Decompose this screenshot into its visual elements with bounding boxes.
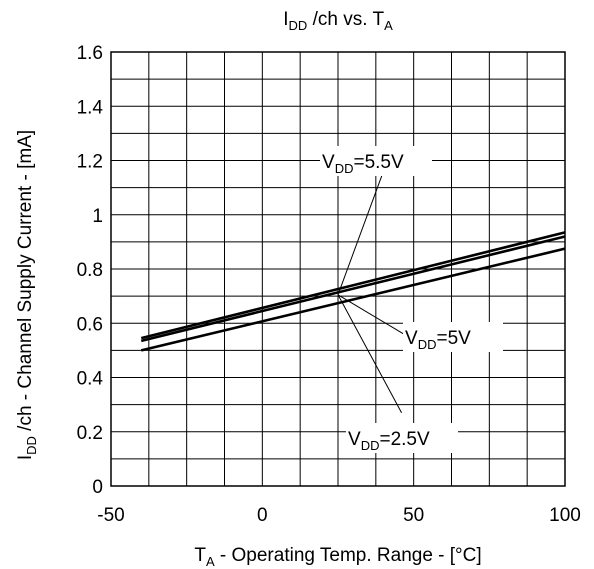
chart-title-rest: /ch vs. T <box>307 9 384 30</box>
annotation-label-main: V <box>348 429 361 450</box>
annotation-label: VDD=5V <box>405 328 471 352</box>
x-axis-label-sub: A <box>206 554 215 569</box>
x-axis-label-rest: - Operating Temp. Range - [°C] <box>215 545 482 566</box>
x-tick-labels: -50 0 50 100 <box>97 505 581 526</box>
chart-title-main: I <box>283 9 288 30</box>
y-tick-label: 0.6 <box>77 314 103 335</box>
annotation-label: VDD=2.5V <box>348 429 430 453</box>
y-tick-label: 0.4 <box>77 369 104 390</box>
annotation-label-main: V <box>322 152 335 173</box>
y-axis-label: IDD /ch - Channel Supply Current - [mA] <box>15 130 39 460</box>
series-line-2 <box>140 247 566 352</box>
y-tick-label: 0.8 <box>77 260 103 281</box>
plot-frame <box>110 51 566 487</box>
annotation-vdd-2v5: VDD=2.5V <box>346 423 458 453</box>
annotation-label-rest: =5V <box>436 328 471 349</box>
annotation-label-rest: =2.5V <box>379 429 430 450</box>
grid <box>110 51 566 487</box>
annotation-label-main: V <box>405 328 418 349</box>
series-line-0 <box>140 231 566 340</box>
y-tick-label: 1 <box>92 206 103 227</box>
annotation-vdd-5v5: VDD=5.5V <box>320 146 432 176</box>
annotation-bg <box>320 146 432 176</box>
series-layer <box>140 231 566 352</box>
annotation-vdd-5v: VDD=5V <box>403 322 503 352</box>
annotation-label-sub: DD <box>418 337 437 352</box>
annotation-label-rest: =5.5V <box>353 152 404 173</box>
x-tick-label: 100 <box>549 505 581 526</box>
leader-line-2 <box>337 294 403 413</box>
y-axis-label-main: I <box>15 455 36 460</box>
chart-title: IDD /ch vs. TA <box>283 9 393 33</box>
y-axis-label-sub: DD <box>24 436 39 455</box>
y-tick-labels: 0 0.2 0.4 0.6 0.8 1 1.2 1.4 1.6 <box>77 43 104 498</box>
x-tick-label: 0 <box>257 505 268 526</box>
chart-title-sub: DD <box>289 18 308 33</box>
annotation-bg <box>346 423 458 453</box>
chart-title-sub2: A <box>384 18 393 33</box>
y-tick-label: 1.4 <box>77 97 104 118</box>
annotation-label-sub: DD <box>335 161 354 176</box>
annotation-leaders <box>337 167 407 413</box>
y-tick-label: 0 <box>92 477 103 498</box>
y-tick-label: 0.2 <box>77 423 103 444</box>
y-axis-label-rest: /ch - Channel Supply Current - [mA] <box>15 130 36 436</box>
y-tick-label: 1.2 <box>77 152 103 173</box>
y-tick-label: 1.6 <box>77 43 103 64</box>
x-tick-label: 50 <box>403 505 424 526</box>
leader-line-1 <box>337 294 407 336</box>
series-line-1 <box>140 235 566 343</box>
x-axis-label-main: T <box>194 545 206 566</box>
annotation-bg <box>403 322 503 352</box>
annotation-label: VDD=5.5V <box>322 152 404 176</box>
leader-line-0 <box>337 167 386 295</box>
annotation-label-sub: DD <box>361 438 380 453</box>
x-tick-label: -50 <box>97 505 124 526</box>
x-axis-label: TA - Operating Temp. Range - [°C] <box>194 545 481 569</box>
